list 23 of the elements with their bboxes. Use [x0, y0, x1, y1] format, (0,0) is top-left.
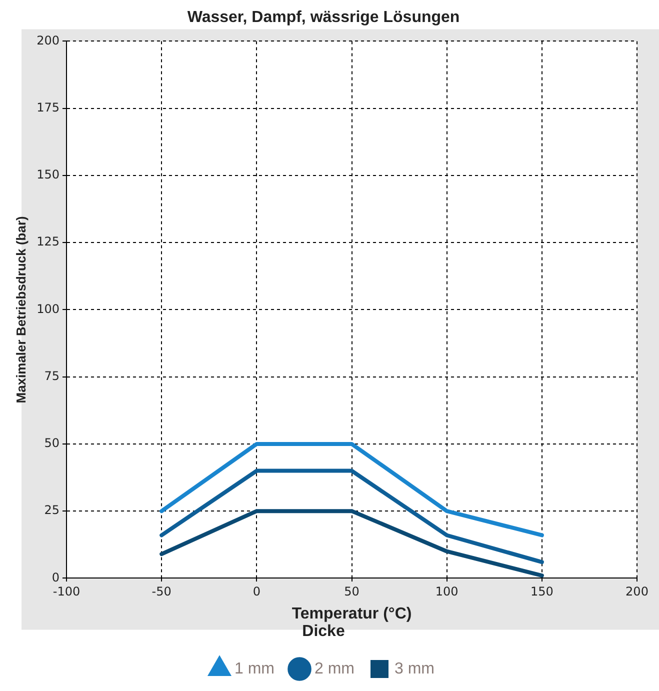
y-tick-label: 75 — [44, 368, 60, 383]
legend-title: Dicke — [302, 623, 345, 640]
y-tick-label: 125 — [36, 234, 60, 249]
chart-title: Wasser, Dampf, wässrige Lösungen — [187, 9, 460, 26]
y-tick-label: 0 — [52, 570, 60, 584]
y-tick-label: 150 — [36, 168, 60, 182]
x-tick-label: -50 — [152, 584, 172, 599]
y-tick-label: 50 — [44, 436, 60, 450]
x-tick-label: 50 — [344, 584, 360, 599]
y-tick-label: 100 — [36, 302, 60, 316]
x-tick-label: -100 — [52, 584, 80, 599]
legend-label: 2 mm — [314, 660, 354, 678]
legend-label: 1 mm — [234, 660, 274, 678]
x-tick-label: 150 — [530, 584, 554, 599]
legend-label: 3 mm — [394, 660, 434, 678]
x-tick-label: 100 — [435, 584, 458, 599]
y-tick-label: 175 — [36, 100, 60, 114]
x-tick-label: 200 — [626, 584, 648, 599]
x-tick-label: 0 — [252, 584, 260, 599]
y-axis-title: Maximaler Betriebsdruck (bar) — [13, 216, 28, 404]
x-axis-title: Temperatur (°C) — [292, 606, 412, 623]
y-tick-label: 25 — [44, 503, 60, 518]
y-tick-label: 200 — [36, 33, 60, 48]
